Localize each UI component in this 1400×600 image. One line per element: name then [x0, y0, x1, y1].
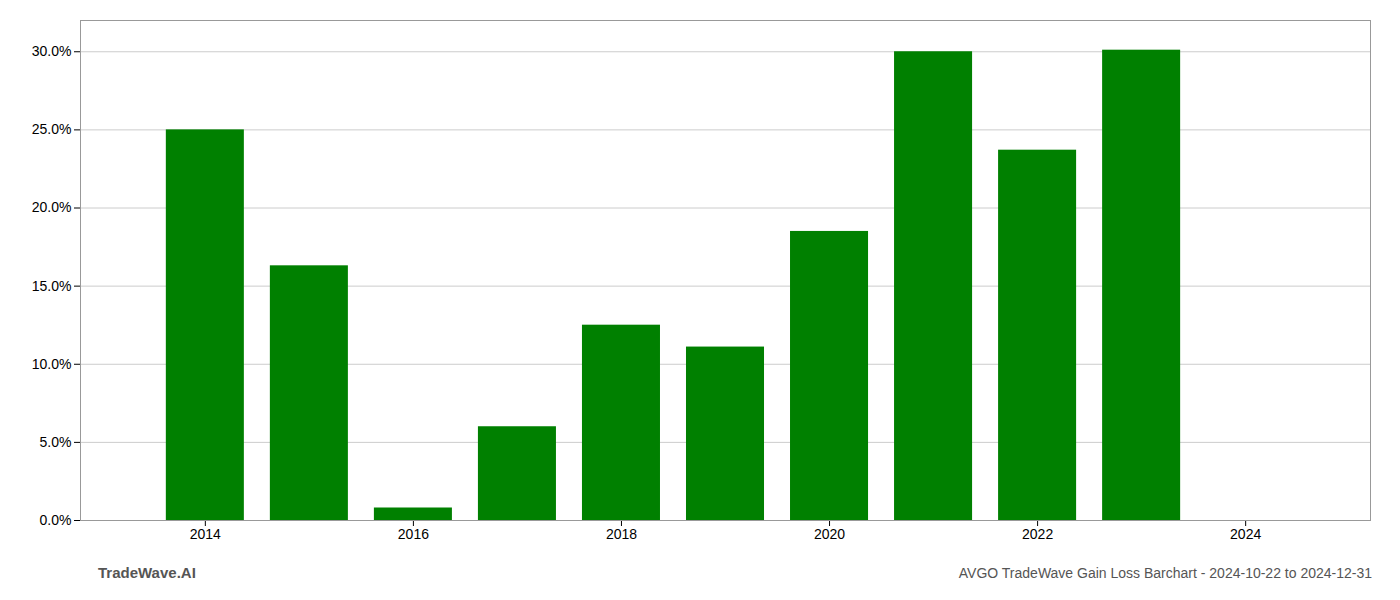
html-text:TradeWave.AI: TradeWave.AI	[98, 564, 196, 581]
svg-text:15.0%: 15.0%	[32, 278, 72, 294]
svg-text:2020: 2020	[814, 526, 845, 542]
svg-text:2024: 2024	[1230, 526, 1261, 542]
svg-text:30.0%: 30.0%	[32, 43, 72, 59]
svg-text:2016: 2016	[398, 526, 429, 542]
svg-text:20.0%: 20.0%	[32, 199, 72, 215]
svg-text:2022: 2022	[1022, 526, 1053, 542]
svg-text:2014: 2014	[190, 526, 221, 542]
svg-text:25.0%: 25.0%	[32, 121, 72, 137]
svg-text:0.0%: 0.0%	[40, 512, 72, 528]
html-text:AVGO TradeWave Gain Loss Barch: AVGO TradeWave Gain Loss Barchart - 2024…	[958, 565, 1372, 581]
svg-text:5.0%: 5.0%	[40, 434, 72, 450]
svg-text:10.0%: 10.0%	[32, 356, 72, 372]
svg-text:2018: 2018	[606, 526, 637, 542]
